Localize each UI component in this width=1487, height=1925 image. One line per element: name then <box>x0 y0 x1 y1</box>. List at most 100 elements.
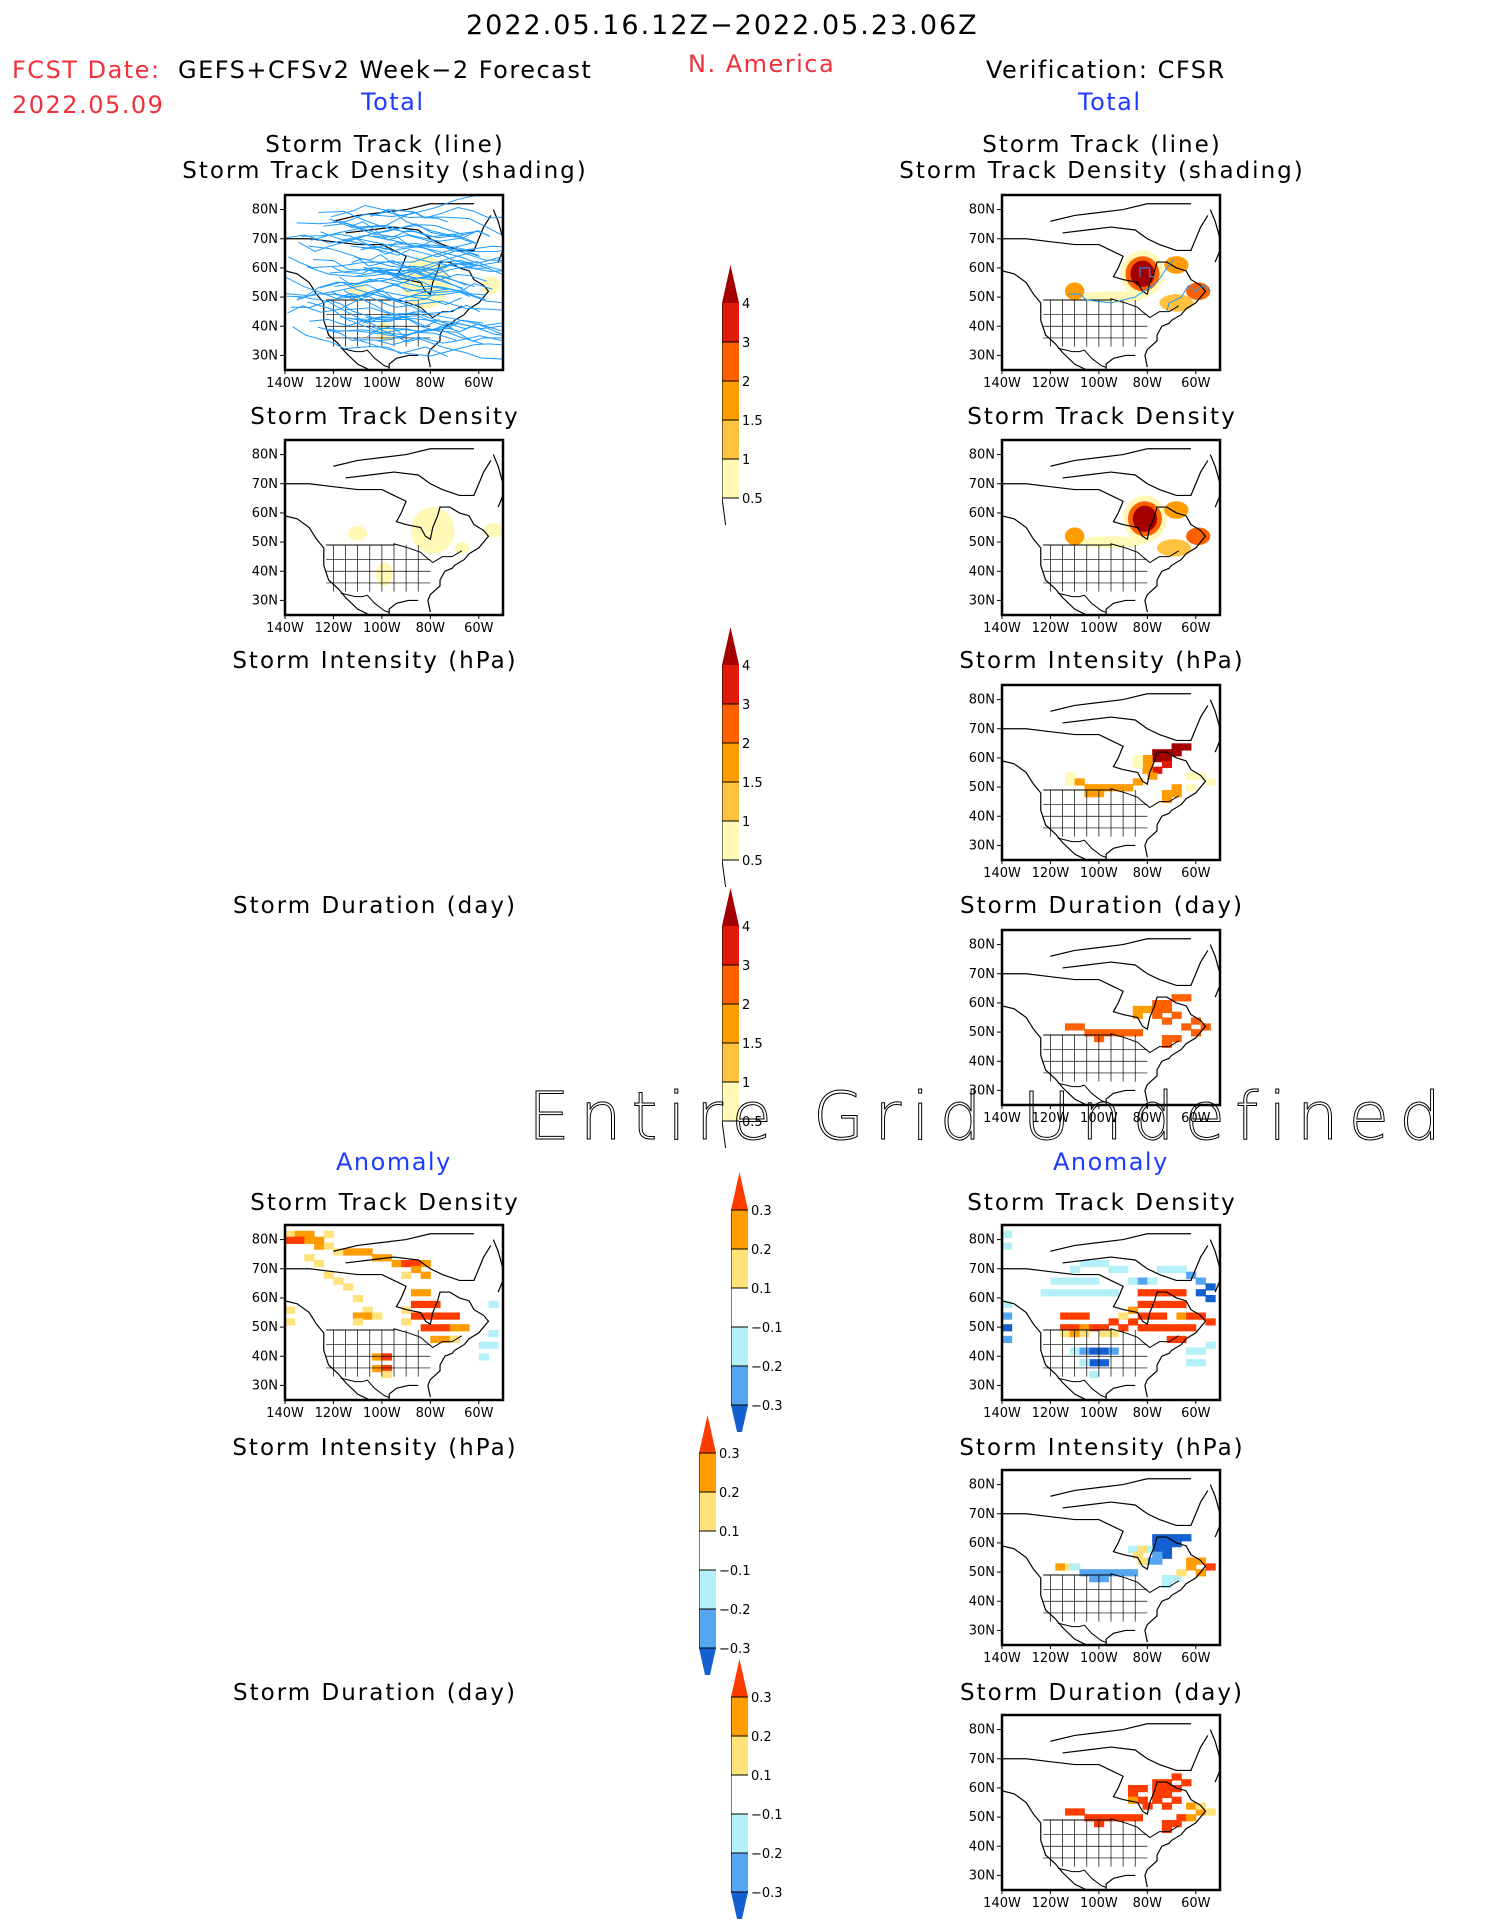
grid-cell <box>1113 784 1124 792</box>
grid-cell <box>1186 1814 1197 1822</box>
coastline <box>1062 1735 1209 1772</box>
grid-cell <box>1132 1029 1143 1037</box>
grid-cell <box>1113 1029 1124 1037</box>
grid-cell <box>1186 1563 1197 1571</box>
x-tick-label: 100W <box>1080 621 1118 636</box>
grid-cell <box>1195 1289 1206 1297</box>
density-blob <box>1186 282 1211 300</box>
y-tick-label: 70N <box>969 477 995 492</box>
panel-title: Storm Intensity (hPa) <box>959 648 1245 674</box>
grid-cell <box>1186 1347 1197 1355</box>
panel-title: Storm Track (line) <box>265 132 505 158</box>
verification-label: Verification: CFSR <box>986 56 1226 84</box>
storm-track-line <box>342 234 503 253</box>
storm-track-line <box>306 266 467 286</box>
y-tick-label: 40N <box>969 1839 995 1854</box>
y-tick-label: 30N <box>252 593 278 608</box>
coastline <box>345 460 492 497</box>
colorbar-label: −0.1 <box>751 1808 783 1823</box>
grid-cell <box>285 1306 296 1314</box>
grid-cell <box>420 1312 431 1320</box>
grid-cell <box>1127 1796 1139 1804</box>
coastline <box>1209 944 1220 998</box>
y-tick-label: 80N <box>969 1723 995 1738</box>
colorbar-segment <box>722 1004 739 1043</box>
map-plot: 80N 70N 60N 50N 40N 30N 140W 120W 100W 80W 60W <box>969 1713 1222 1911</box>
density-blob <box>1159 294 1194 312</box>
coastline <box>1062 460 1209 497</box>
grid-cell <box>1176 1324 1187 1332</box>
grid-cell <box>1137 1557 1148 1565</box>
storm-track-line <box>329 211 448 228</box>
grid-cell <box>1186 1802 1197 1810</box>
grid-cell <box>1137 1289 1148 1297</box>
storm-track-line <box>323 222 491 238</box>
coastline <box>1050 938 1191 957</box>
y-tick-label: 40N <box>969 1594 995 1609</box>
y-tick-label: 60N <box>969 1291 995 1306</box>
storm-track-line <box>352 337 503 357</box>
grid-cell <box>1200 1023 1211 1031</box>
coastline <box>1105 1089 1136 1105</box>
y-tick-label: 30N <box>969 348 995 363</box>
grid-cell <box>362 1306 373 1314</box>
grid-cell <box>1127 1306 1139 1314</box>
map-panel-ver-total-intensity: 80N 70N 60N 50N 40N 30N 140W 120W 100W 80W 60W <box>969 683 1222 881</box>
storm-track-line <box>362 313 503 335</box>
x-tick-label: 60W <box>1181 1406 1211 1421</box>
colorbar-segment <box>731 1814 748 1853</box>
coastline <box>388 599 419 615</box>
storm-track-line <box>331 291 503 304</box>
coastline <box>1105 354 1136 370</box>
colorbar-segment <box>699 1453 716 1492</box>
grid-cell <box>1113 1814 1124 1822</box>
grid-cell <box>1161 1040 1173 1049</box>
grid-cell <box>1040 1289 1051 1297</box>
grid-cell <box>1186 784 1197 792</box>
grid-cell <box>1108 1347 1119 1355</box>
grid-cell <box>1147 1324 1158 1332</box>
country-border <box>340 347 390 368</box>
storm-track-line <box>311 225 478 242</box>
y-tick-label: 50N <box>969 1565 995 1580</box>
colorbar-label: 0.3 <box>751 1691 772 1706</box>
grid-cell <box>1161 1000 1173 1008</box>
grid-cell <box>1079 1359 1090 1367</box>
colorbar-label: 0.1 <box>751 1282 772 1297</box>
x-tick-label: 100W <box>1080 376 1118 391</box>
y-tick-label: 70N <box>969 722 995 737</box>
colorbar-label: 1 <box>742 453 750 468</box>
grid-cell <box>372 1365 383 1373</box>
storm-track-line <box>308 245 451 279</box>
coastline <box>1002 1268 1207 1398</box>
panel-title: Storm Track Density (shading) <box>899 158 1305 184</box>
storm-track-line <box>290 300 405 322</box>
y-tick-label: 60N <box>252 506 278 521</box>
colorbar-segment <box>722 381 739 420</box>
grid-cell <box>1161 1785 1173 1793</box>
valid-period-title: 2022.05.16.12Z−2022.05.23.06Z <box>466 10 979 41</box>
y-tick-label: 40N <box>969 564 995 579</box>
colorbar-label: −0.3 <box>719 1642 751 1657</box>
colorbar-segment <box>699 1492 716 1531</box>
storm-track-line <box>1067 258 1175 304</box>
panel-title: Storm Intensity (hPa) <box>232 1435 518 1461</box>
grid-cell <box>1157 1312 1168 1320</box>
coastline <box>1002 1300 1088 1400</box>
grid-cell <box>488 1341 499 1349</box>
colorbar-label: 0.5 <box>742 492 763 507</box>
grid-cell <box>401 1271 412 1279</box>
grid-cell <box>1166 1289 1177 1297</box>
grid-cell <box>1205 1808 1216 1816</box>
map-plot: 80N 70N 60N 50N 40N 30N 140W 120W 100W 80W 60W <box>969 683 1222 881</box>
forecast-name: GEFS+CFSv2 Week−2 Forecast <box>178 56 593 84</box>
x-tick-label: 140W <box>983 376 1021 391</box>
x-tick-label: 100W <box>363 376 401 391</box>
storm-track-line <box>356 263 503 280</box>
coastline <box>1002 515 1088 615</box>
storm-track-line <box>351 258 486 296</box>
grid-cell <box>1132 1005 1143 1014</box>
grid-cell <box>1157 1300 1168 1309</box>
grid-cell <box>1176 1814 1187 1822</box>
colorbar-label: 4 <box>742 297 750 312</box>
